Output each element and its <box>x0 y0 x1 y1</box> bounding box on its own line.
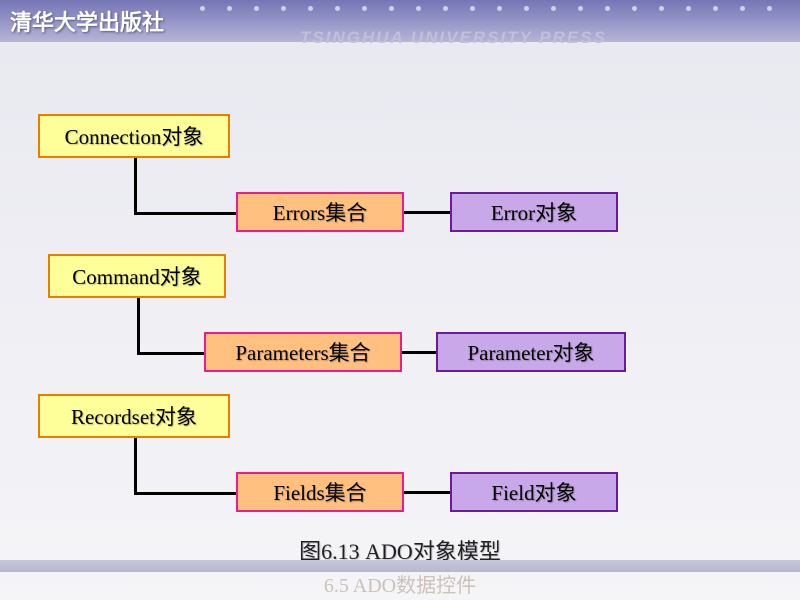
node-errors: Errors集合 <box>236 192 404 232</box>
node-parameter: Parameter对象 <box>436 332 626 372</box>
node-field: Field对象 <box>450 472 618 512</box>
node-recordset: Recordset对象 <box>38 394 230 438</box>
connector-horizontal <box>134 212 236 215</box>
node-error: Error对象 <box>450 192 618 232</box>
ado-diagram: Connection对象Errors集合 Error对象 Command对象 Para… <box>0 42 800 542</box>
node-parameters: Parameters集合 <box>204 332 402 372</box>
publisher-name: 清华大学出版社 <box>10 5 164 37</box>
connector-horizontal <box>402 351 436 354</box>
connector-vertical <box>134 438 137 495</box>
connector-vertical <box>137 298 140 355</box>
connector-horizontal <box>137 352 204 355</box>
connector-vertical <box>134 158 137 215</box>
footer-text: 6.5 ADO数据控件 <box>0 569 800 598</box>
node-command: Command对象 <box>48 254 226 298</box>
node-connection: Connection对象 <box>38 114 230 158</box>
connector-horizontal <box>404 211 450 214</box>
connector-horizontal <box>404 491 450 494</box>
node-fields: Fields集合 <box>236 472 404 512</box>
connector-horizontal <box>134 492 236 495</box>
